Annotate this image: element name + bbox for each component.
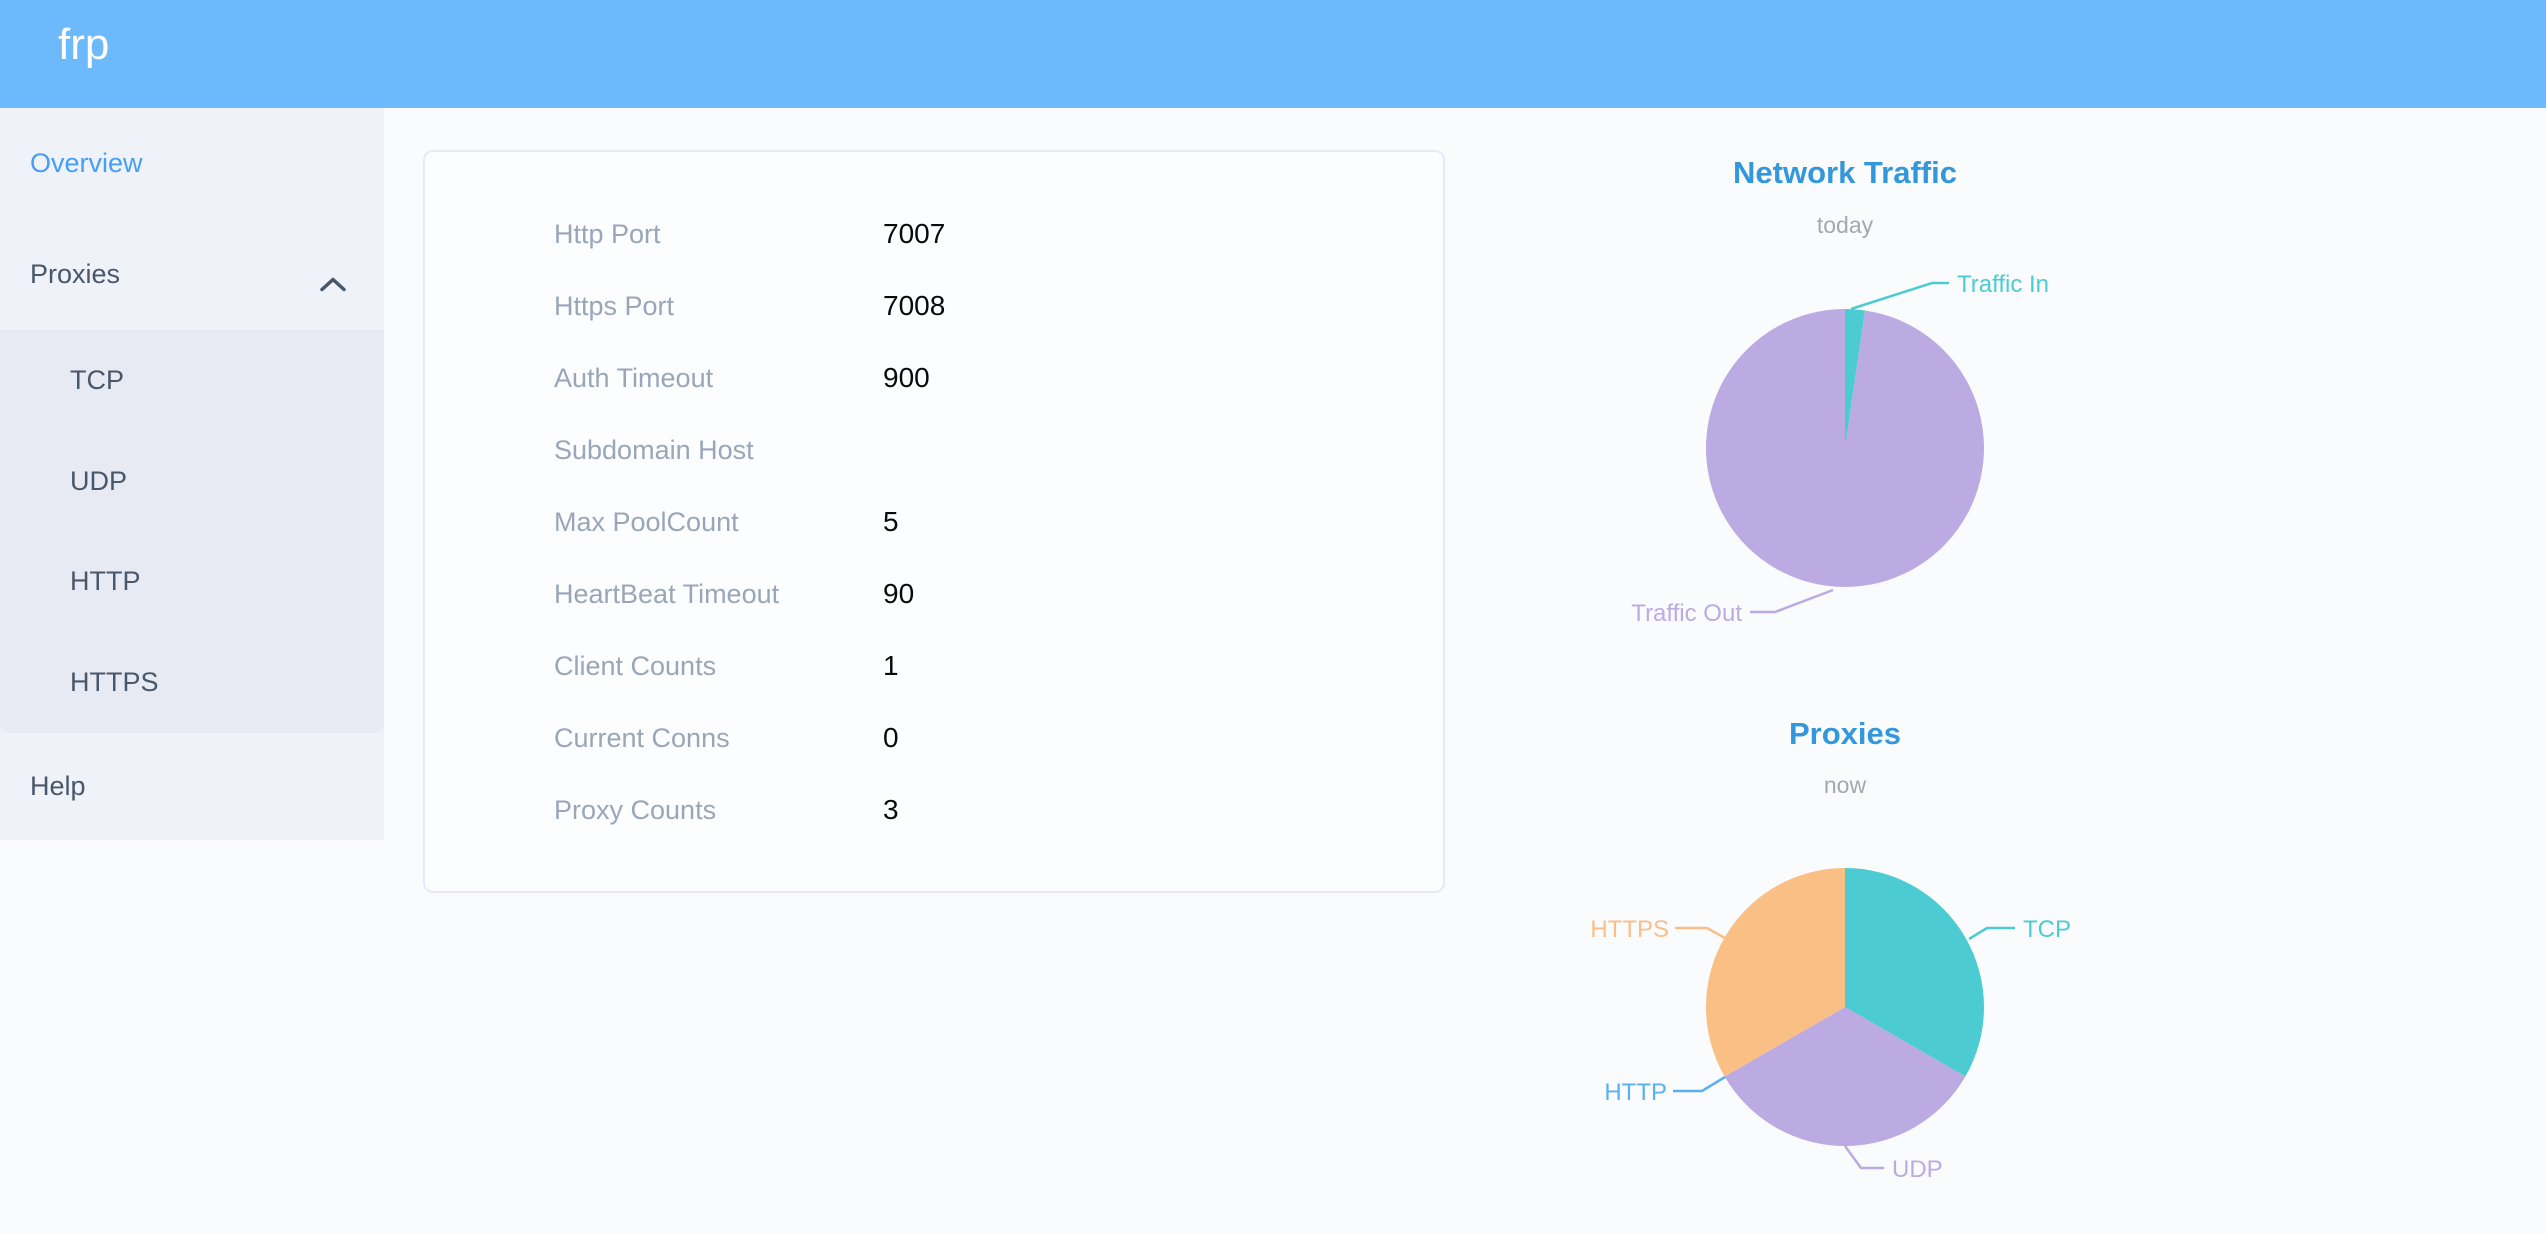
sidebar-item-label: UDP [70, 465, 128, 496]
config-value: 0 [883, 722, 899, 753]
config-row: Current Conns 0 [425, 702, 1443, 774]
config-label: Max PoolCount [554, 506, 739, 537]
traffic-in-label: Traffic In [1957, 271, 2049, 298]
config-row: HeartBeat Timeout 90 [425, 558, 1443, 630]
proxies-pie [1705, 868, 1985, 1147]
config-label: Current Conns [554, 722, 730, 753]
config-row: Subdomain Host [425, 414, 1443, 486]
config-row: Proxy Counts 3 [425, 774, 1443, 846]
config-row: Http Port 7007 [425, 198, 1443, 270]
proxies-submenu: TCP UDP HTTP HTTPS [0, 330, 384, 733]
traffic-out-slice[interactable] [1705, 309, 1984, 587]
chevron-up-icon [320, 268, 346, 299]
server-info-card: Http Port 7007 Https Port 7008 Auth Timeou… [423, 150, 1445, 893]
config-row: Client Counts 1 [425, 630, 1443, 702]
https-label: HTTPS [1590, 916, 1669, 943]
chart-title-network-traffic: Network Traffic [1733, 155, 1957, 190]
sidebar: Overview Proxies TCP UDP HTTP HTTPS Help [0, 108, 384, 840]
udp-slice[interactable] [1724, 1007, 1966, 1147]
config-label: Proxy Counts [554, 794, 717, 825]
sidebar-item-overview[interactable]: Overview [0, 108, 384, 219]
chart-subtitle-today: today [1816, 212, 1874, 238]
sidebar-item-label: HTTPS [70, 667, 159, 698]
server-info-rows: Http Port 7007 Https Port 7008 Auth Timeou… [425, 198, 1443, 846]
network-traffic-pie [1705, 309, 1984, 587]
http-label: HTTP [1604, 1079, 1667, 1106]
config-value: 1 [883, 650, 899, 681]
traffic-in-leader-line [1850, 281, 1949, 311]
sidebar-item-udp[interactable]: UDP [0, 431, 384, 532]
config-row: Max PoolCount 5 [425, 486, 1443, 558]
https-slice[interactable] [1705, 868, 1845, 1077]
sidebar-item-help[interactable]: Help [0, 733, 384, 840]
sidebar-item-label: Help [30, 771, 86, 801]
https-leader-line [1675, 926, 1726, 940]
config-label: Https Port [554, 290, 675, 321]
config-value: 7007 [883, 218, 946, 249]
sidebar-item-label: HTTP [70, 566, 141, 597]
traffic-in-slice[interactable] [1845, 309, 1866, 448]
config-label: Subdomain Host [554, 434, 754, 465]
sidebar-item-label: TCP [70, 364, 124, 395]
traffic-out-label: Traffic Out [1631, 600, 1742, 627]
sidebar-item-label: Proxies [30, 259, 121, 289]
sidebar-item-http[interactable]: HTTP [0, 532, 384, 633]
chart-title-proxies: Proxies [1788, 716, 1901, 751]
config-label: HeartBeat Timeout [554, 578, 780, 609]
tcp-leader-line [1968, 926, 2015, 941]
tcp-slice[interactable] [1845, 868, 1985, 1077]
chart-subtitle-now: now [1823, 772, 1867, 798]
tcp-label: TCP [2023, 916, 2071, 943]
udp-leader-line [1843, 1145, 1884, 1170]
config-value: 900 [883, 362, 930, 393]
sidebar-item-https[interactable]: HTTPS [0, 632, 384, 733]
config-row: Https Port 7008 [425, 270, 1443, 342]
config-label: Client Counts [554, 650, 717, 681]
config-row: Auth Timeout 900 [425, 342, 1443, 414]
traffic-out-leader-line [1750, 588, 1834, 614]
config-label: Http Port [554, 218, 661, 249]
config-value: 3 [883, 794, 899, 825]
sidebar-item-proxies[interactable]: Proxies [0, 219, 384, 330]
config-value: 7008 [883, 290, 946, 321]
sidebar-item-tcp[interactable]: TCP [0, 330, 384, 431]
http-leader-line [1673, 1075, 1726, 1093]
proxies-chart: TCP UDP HTTP HTTPS [1590, 868, 2071, 1183]
sidebar-item-label: Overview [30, 148, 143, 178]
udp-label: UDP [1892, 1156, 1943, 1183]
config-value: 90 [883, 578, 915, 609]
config-label: Auth Timeout [554, 362, 714, 393]
app-header: frp [0, 0, 2546, 108]
config-value: 5 [883, 506, 899, 537]
network-traffic-chart: Traffic In Traffic Out [1631, 271, 2049, 627]
app-logo: frp [58, 20, 110, 69]
